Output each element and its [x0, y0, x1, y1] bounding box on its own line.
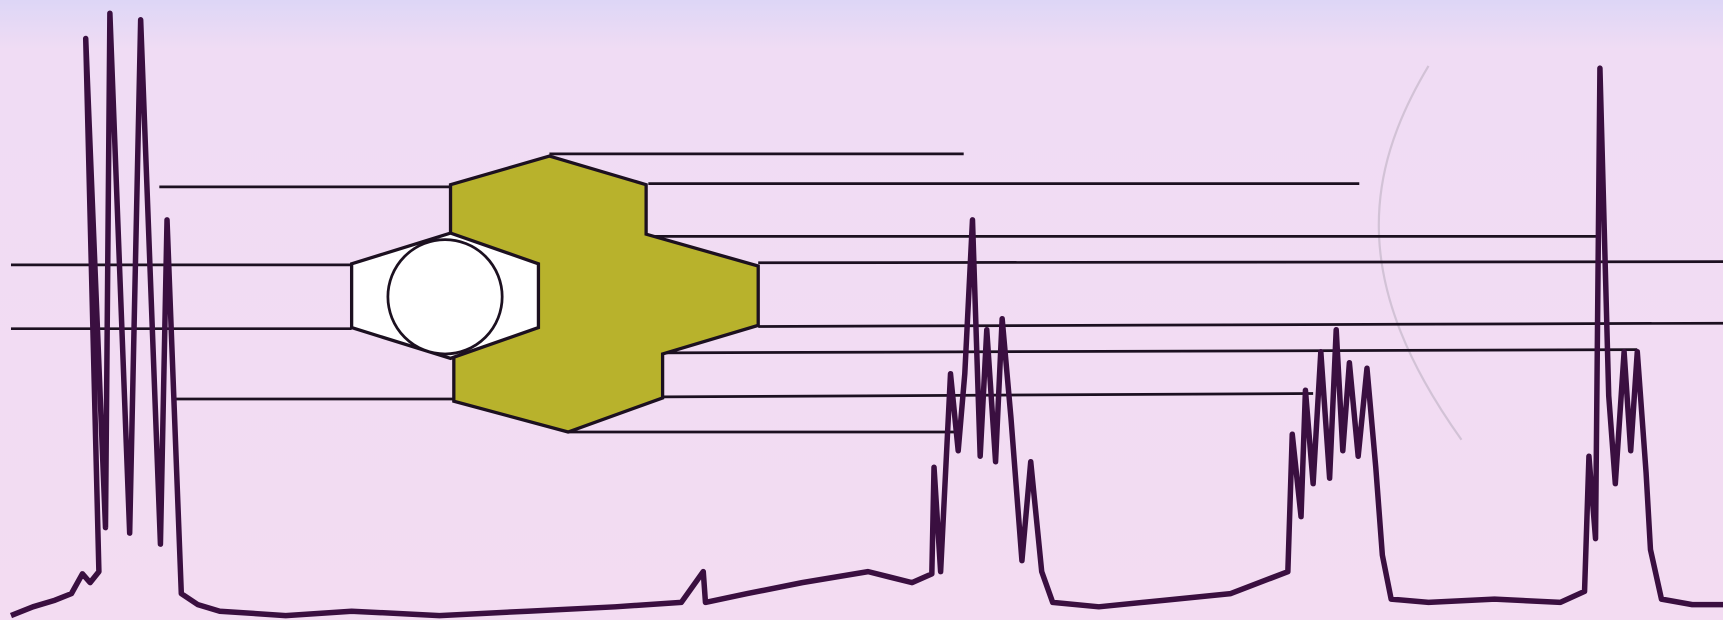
connector-line: [662, 392, 1314, 399]
connector-line: [758, 260, 1723, 265]
connector-line: [662, 348, 1638, 355]
connector-line: [758, 321, 1723, 328]
aromatic-circle: [386, 238, 504, 356]
connector-lines: [10, 152, 1723, 434]
spectrum-line: [9, 10, 1723, 619]
